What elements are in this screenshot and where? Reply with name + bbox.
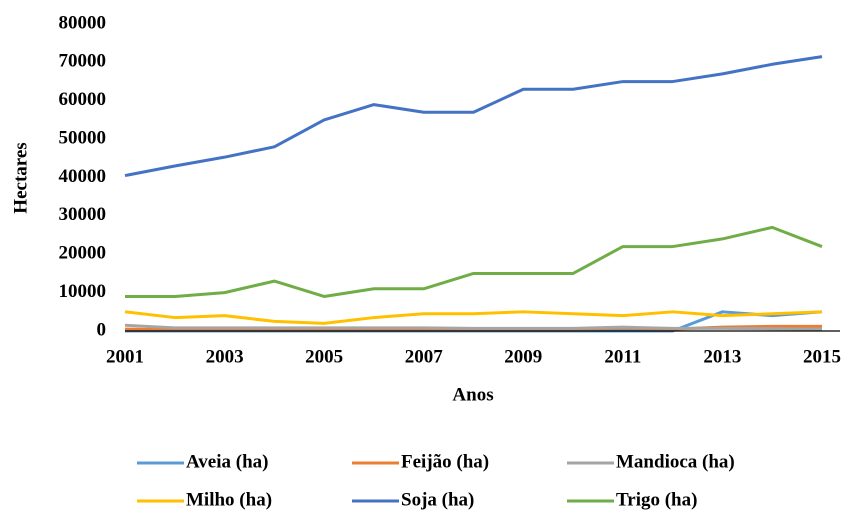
y-tick-label: 60000	[59, 89, 107, 110]
y-tick-label: 80000	[59, 12, 107, 33]
series-line	[124, 310, 823, 325]
legend-label: Milho (ha)	[186, 489, 272, 510]
series-line	[125, 225, 823, 298]
legend-label: Feijão (ha)	[401, 451, 489, 472]
y-tick-label: 40000	[59, 166, 107, 187]
x-axis-title: Anos	[452, 384, 493, 405]
y-axis-title: Hectares	[10, 142, 31, 213]
y-tick-label: 20000	[59, 243, 107, 264]
y-tick-label: 70000	[59, 51, 107, 72]
legend-label: Aveia (ha)	[186, 451, 269, 472]
series-line	[124, 55, 823, 178]
legend-label: Mandioca (ha)	[616, 451, 735, 472]
y-tick-label: 10000	[59, 281, 107, 302]
x-tick-label: 2013	[703, 346, 741, 367]
legend-label: Trigo (ha)	[616, 489, 697, 510]
y-tick-label: 0	[97, 319, 107, 340]
legend-label: Soja (ha)	[401, 489, 474, 510]
series-line	[124, 323, 823, 331]
y-tick-label: 50000	[59, 127, 107, 148]
x-tick-label: 2009	[504, 346, 542, 367]
x-tick-label: 2007	[405, 346, 444, 367]
x-tick-label: 2001	[106, 346, 144, 367]
x-tick-label: 2011	[604, 346, 641, 367]
y-tick-label: 30000	[59, 204, 107, 225]
x-tick-label: 2003	[206, 346, 244, 367]
x-tick-label: 2005	[305, 346, 343, 367]
x-tick-label: 2015	[803, 346, 841, 367]
